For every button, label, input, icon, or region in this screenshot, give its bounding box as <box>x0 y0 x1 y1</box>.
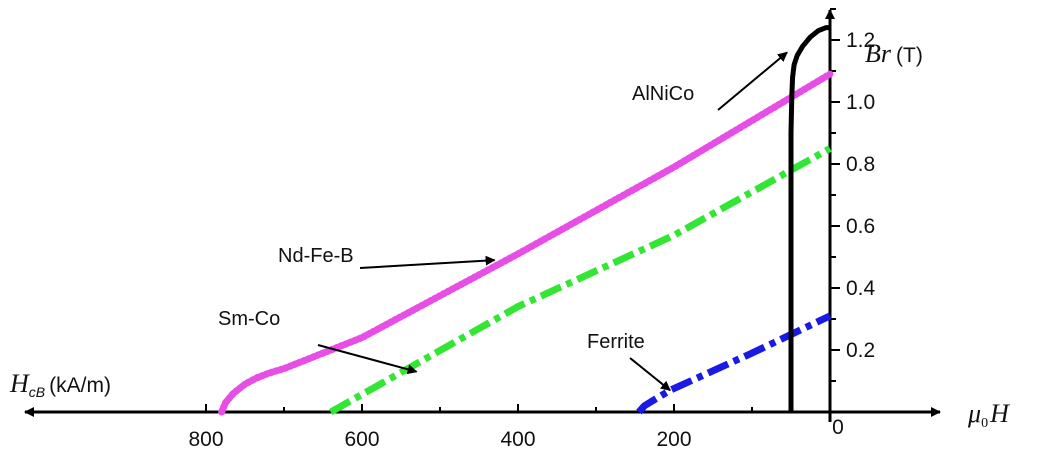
series-line-nd-fe-b <box>218 70 834 416</box>
series-line-sm-co <box>329 145 832 416</box>
x-left-title: HcB (kA/m) <box>9 369 111 400</box>
x-tick-label: 0 <box>832 416 844 439</box>
x-axis-prefix-sub: 0 <box>981 416 988 431</box>
series-line-ferrite <box>636 312 832 415</box>
y-axis-symbol: Br <box>865 39 892 68</box>
x-axis-prefix: μ <box>967 399 981 428</box>
series-group <box>218 25 834 416</box>
y-tick-label: 0.2 <box>846 339 875 362</box>
x-tick-label: 800 <box>188 428 223 451</box>
x-axis-symbol: H <box>989 399 1010 428</box>
annotation-label-nd-fe-b: Nd-Fe-B <box>278 245 354 267</box>
annotation-label-ferrite: Ferrite <box>587 331 645 353</box>
x-tick-label: 400 <box>500 428 535 451</box>
y-axis-title: Br (T) <box>865 39 923 68</box>
annotation-arrow-alnico <box>717 51 788 111</box>
annotation-arrow-sm-co <box>317 344 418 375</box>
x-axis-title: μ0H <box>967 399 1010 431</box>
annotation-label-sm-co: Sm-Co <box>218 308 280 330</box>
annotation-arrow-nd-fe-b <box>359 255 496 269</box>
y-axis-unit: (T) <box>896 44 923 67</box>
y-tick-label: 0.4 <box>846 277 876 300</box>
axes-group <box>24 8 941 422</box>
x-left-symbol: H <box>9 369 30 398</box>
y-tick-label: 0.8 <box>846 153 875 176</box>
annotations-group: AlNiCo Nd-Fe-B Sm-Co Ferrite <box>218 51 788 392</box>
y-tick-label: 1.2 <box>846 29 875 52</box>
annotation-label-alnico: AlNiCo <box>632 83 694 105</box>
series-line-alnico <box>788 25 830 412</box>
y-tick-label: 1.0 <box>846 91 875 114</box>
y-tick-label: 0.6 <box>846 215 875 238</box>
x-left-sub: cB <box>29 384 45 400</box>
x-tick-label: 600 <box>344 428 379 451</box>
x-tick-label: 200 <box>656 428 691 451</box>
x-left-unit: (kA/m) <box>49 374 111 397</box>
annotation-arrow-ferrite <box>629 357 671 392</box>
